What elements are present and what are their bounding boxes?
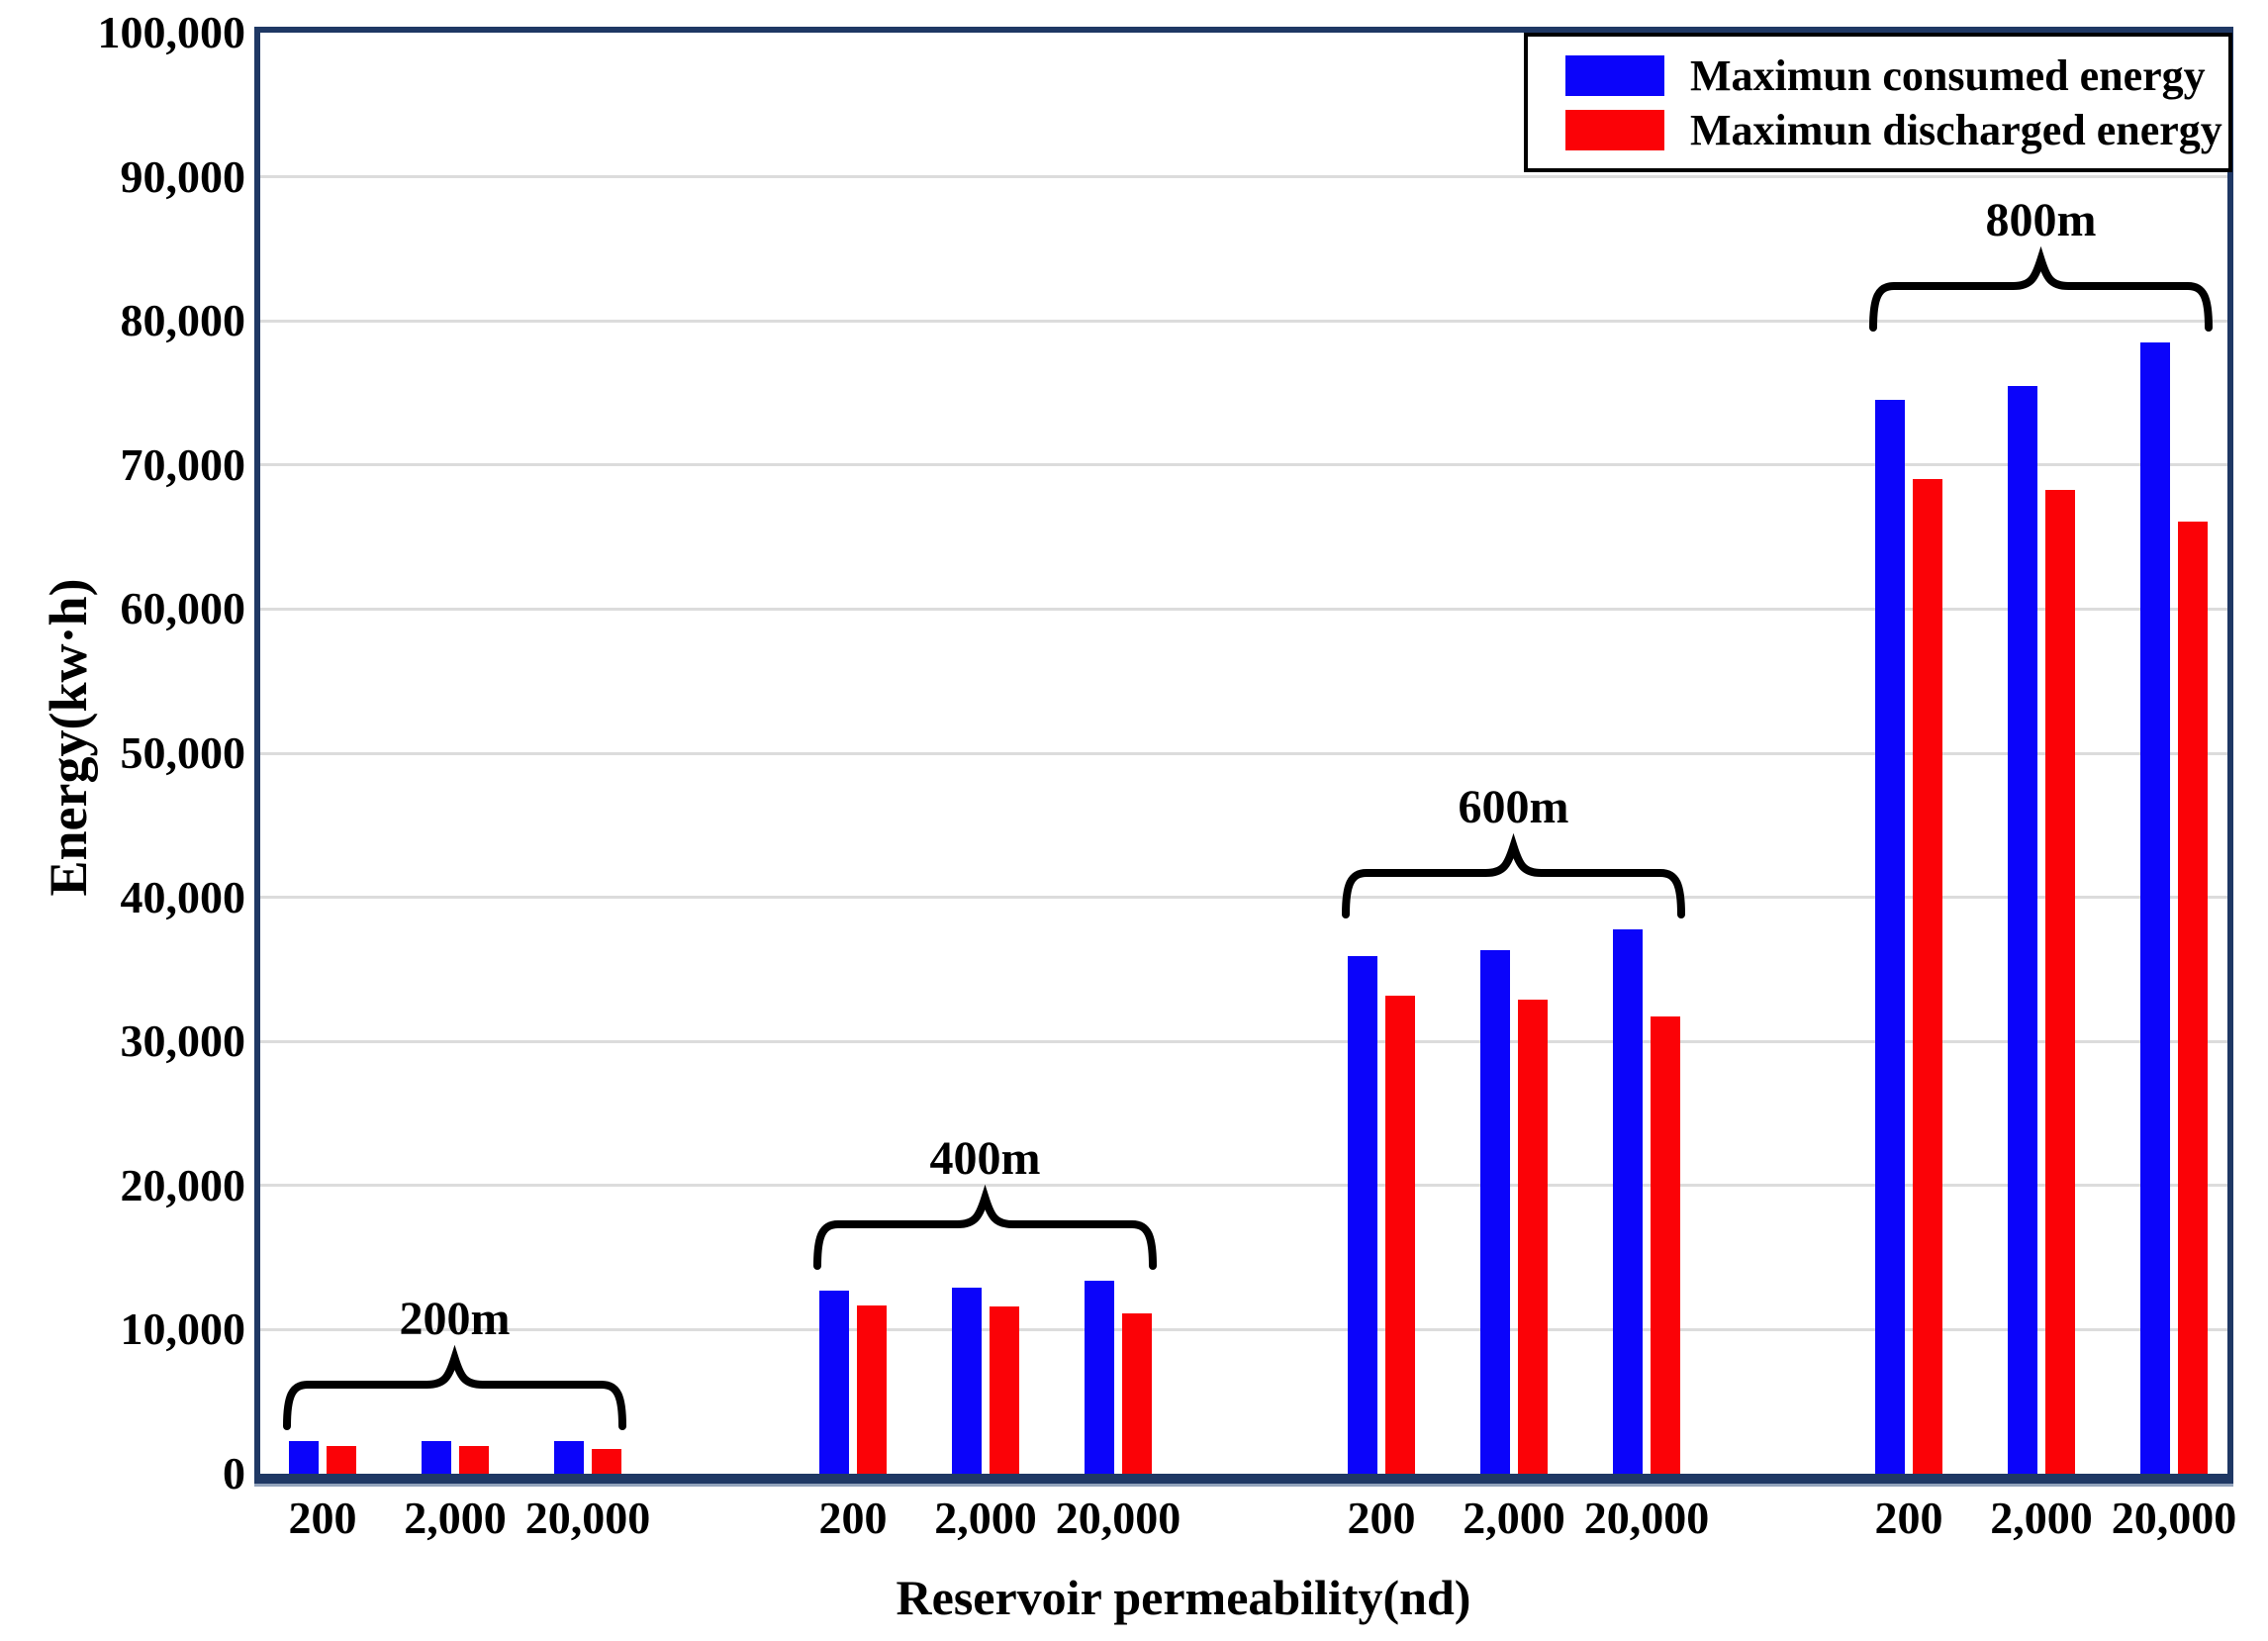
bar-consumed-800m-2,000 (2008, 385, 2037, 1474)
bar-discharged-800m-200 (1913, 479, 1942, 1474)
legend-label-discharged: Maximun discharged energy (1690, 105, 2222, 154)
bar-discharged-200m-2,000 (459, 1446, 489, 1474)
bar-consumed-400m-20,000 (1085, 1280, 1114, 1474)
gridline-50,000 (260, 751, 2227, 755)
bar-discharged-400m-20,000 (1122, 1313, 1152, 1474)
bar-discharged-800m-20,000 (2178, 521, 2208, 1474)
y-tick-label: 40,000 (120, 871, 246, 922)
y-tick-label: 70,000 (120, 438, 246, 490)
legend: Maximun consumed energy Maximun discharg… (1524, 33, 2232, 172)
group-brace-800m (1869, 245, 2213, 333)
x-tick-label: 20,000 (524, 1493, 651, 1543)
gridline-60,000 (260, 607, 2227, 611)
bar-discharged-200m-200 (327, 1445, 356, 1474)
gridline-20,000 (260, 1184, 2227, 1188)
bar-consumed-400m-200 (819, 1291, 849, 1474)
group-label-200m: 200m (399, 1292, 511, 1345)
y-tick-label: 80,000 (120, 295, 246, 346)
bar-consumed-800m-20,000 (2140, 342, 2170, 1474)
group-brace-200m (283, 1344, 626, 1430)
y-axis-title: Energy(kw·h) (39, 578, 98, 897)
x-tick-label: 20,000 (2111, 1493, 2237, 1543)
legend-entry-consumed: Maximun consumed energy (1565, 50, 2228, 100)
gridline-10,000 (260, 1327, 2227, 1331)
bar-discharged-800m-2,000 (2045, 489, 2075, 1474)
x-tick-label: 20,000 (1055, 1493, 1181, 1543)
x-tick-label: 2,000 (934, 1493, 1037, 1543)
bar-discharged-400m-2,000 (990, 1306, 1019, 1474)
x-tick-label: 2,000 (1990, 1493, 2093, 1543)
x-tick-label: 2,000 (1463, 1493, 1565, 1543)
y-tick-label: 20,000 (120, 1159, 246, 1210)
bar-discharged-400m-200 (857, 1304, 887, 1474)
gridline-40,000 (260, 896, 2227, 900)
bar-consumed-800m-200 (1875, 400, 1905, 1474)
bar-consumed-600m-2,000 (1480, 950, 1510, 1474)
x-tick-label: 200 (1874, 1493, 1943, 1543)
bar-consumed-600m-20,000 (1613, 928, 1643, 1474)
bar-consumed-600m-200 (1348, 956, 1377, 1474)
group-brace-400m (813, 1184, 1157, 1270)
gridline-80,000 (260, 319, 2227, 323)
y-tick-label: 50,000 (120, 727, 246, 778)
bar-discharged-600m-200 (1385, 995, 1415, 1474)
bar-consumed-200m-200 (289, 1440, 319, 1474)
gridline-90,000 (260, 175, 2227, 179)
bar-discharged-600m-20,000 (1651, 1016, 1680, 1474)
plot-area-border (254, 27, 2233, 1484)
bar-consumed-400m-2,000 (952, 1288, 982, 1474)
bar-consumed-200m-20,000 (554, 1441, 584, 1474)
legend-swatch-discharged-icon (1565, 109, 1664, 150)
x-tick-label: 200 (818, 1493, 888, 1543)
x-axis-title: Reservoir permeability(nd) (896, 1570, 1471, 1625)
bar-discharged-200m-20,000 (592, 1448, 621, 1474)
x-tick-label: 20,000 (1583, 1493, 1710, 1543)
x-axis-shadow-line (254, 1484, 2233, 1487)
bar-discharged-600m-2,000 (1518, 999, 1548, 1474)
bar-consumed-200m-2,000 (422, 1440, 451, 1474)
group-brace-600m (1342, 832, 1685, 918)
y-tick-label: 0 (223, 1448, 245, 1498)
y-tick-label: 60,000 (120, 583, 246, 634)
brace-icon (283, 1344, 626, 1430)
brace-icon (813, 1184, 1157, 1270)
group-label-800m: 800m (1985, 194, 2097, 247)
x-tick-label: 200 (1347, 1493, 1416, 1543)
gridline-30,000 (260, 1039, 2227, 1043)
y-tick-label: 90,000 (120, 150, 246, 202)
x-tick-label: 2,000 (404, 1493, 507, 1543)
legend-swatch-consumed-icon (1565, 54, 1664, 96)
brace-icon (1869, 245, 2213, 333)
legend-entry-discharged: Maximun discharged energy (1565, 105, 2228, 154)
gridline-70,000 (260, 463, 2227, 467)
group-label-600m: 600m (1458, 780, 1569, 833)
legend-label-consumed: Maximun consumed energy (1690, 50, 2206, 100)
x-tick-label: 200 (288, 1493, 357, 1543)
y-tick-label: 100,000 (97, 7, 246, 57)
y-tick-label: 30,000 (120, 1015, 246, 1067)
brace-icon (1342, 832, 1685, 918)
group-label-400m: 400m (929, 1131, 1041, 1185)
y-tick-label: 10,000 (120, 1303, 246, 1355)
